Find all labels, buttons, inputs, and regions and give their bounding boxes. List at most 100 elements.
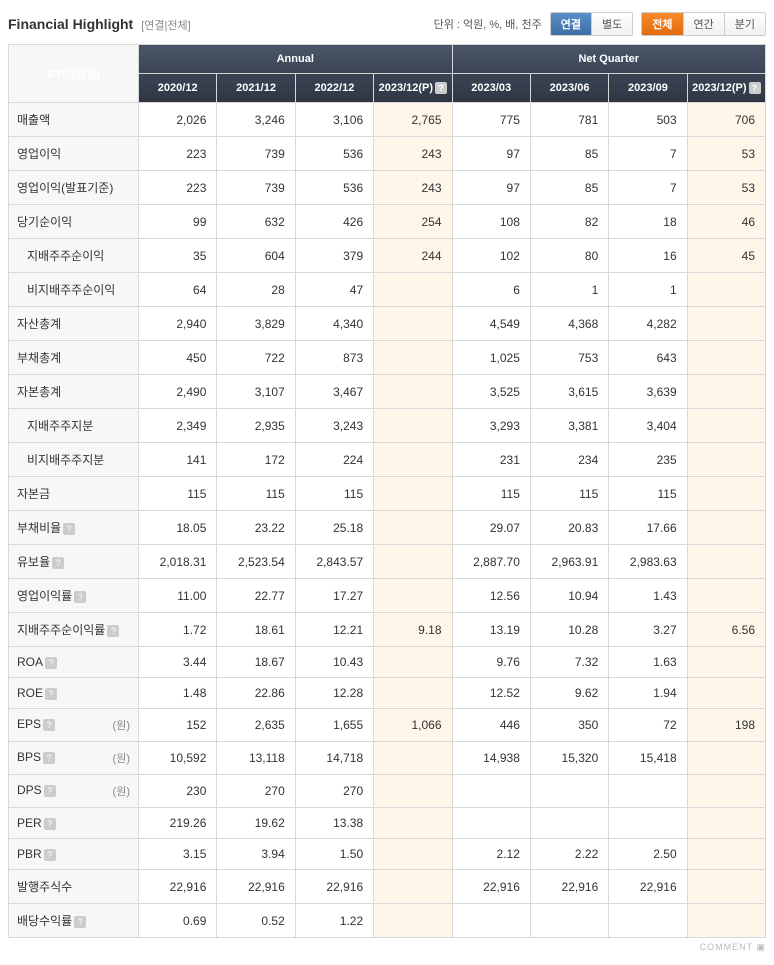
cell: 2,523.54 [217, 545, 295, 579]
unit-label: (원) [113, 750, 130, 766]
cell: 102 [452, 239, 530, 273]
help-icon[interactable]: ? [74, 916, 86, 928]
help-icon[interactable]: ? [52, 557, 64, 569]
cell: 15,418 [609, 742, 687, 775]
tab-group-period: 전체 연간 분기 [641, 12, 766, 36]
cell: 47 [295, 273, 373, 307]
tab-all[interactable]: 전체 [642, 13, 683, 35]
cell: 18.05 [139, 511, 217, 545]
cell [374, 839, 452, 870]
cell: 3,615 [530, 375, 608, 409]
row-label: 영업이익률? [9, 579, 139, 613]
cell [687, 808, 765, 839]
cell: 10.43 [295, 647, 373, 678]
cell: 3,243 [295, 409, 373, 443]
cell [687, 775, 765, 808]
cell: 13.19 [452, 613, 530, 647]
group-annual: Annual [139, 45, 453, 74]
cell: 141 [139, 443, 217, 477]
cell: 9.62 [530, 678, 608, 709]
cell [452, 775, 530, 808]
help-icon[interactable]: ? [63, 523, 75, 535]
cell: 1.50 [295, 839, 373, 870]
cell: 18.61 [217, 613, 295, 647]
cell: 82 [530, 205, 608, 239]
cell [687, 647, 765, 678]
help-icon[interactable]: ? [44, 785, 56, 797]
cell: 10,592 [139, 742, 217, 775]
cell: 1.48 [139, 678, 217, 709]
cell: 2,935 [217, 409, 295, 443]
table-row: 비지배주주지분141172224231234235 [9, 443, 766, 477]
tab-consolidated[interactable]: 연결 [551, 13, 592, 35]
cell [687, 678, 765, 709]
cell: 1.94 [609, 678, 687, 709]
help-icon[interactable]: ? [43, 719, 55, 731]
tab-annual[interactable]: 연간 [684, 13, 725, 35]
cell: 12.52 [452, 678, 530, 709]
unit-label: (원) [113, 783, 130, 799]
cell [374, 808, 452, 839]
cell [687, 273, 765, 307]
cell: 9.76 [452, 647, 530, 678]
row-label: EPS?(원) [9, 709, 139, 742]
table-row: 지배주주순이익률?1.7218.6112.219.1813.1910.283.2… [9, 613, 766, 647]
cell: 23.22 [217, 511, 295, 545]
row-label: ROE? [9, 678, 139, 709]
cell: 244 [374, 239, 452, 273]
row-label: 자본총계 [9, 375, 139, 409]
help-icon[interactable]: ? [44, 849, 56, 861]
help-icon[interactable]: ? [43, 752, 55, 764]
help-icon[interactable]: ? [107, 625, 119, 637]
period-header: 2023/12(P)? [374, 74, 452, 103]
table-row: 부채총계4507228731,025753643 [9, 341, 766, 375]
cell: 2,983.63 [609, 545, 687, 579]
cell: 3,639 [609, 375, 687, 409]
row-label: 부채비율? [9, 511, 139, 545]
tab-quarter[interactable]: 분기 [725, 13, 765, 35]
help-icon[interactable]: ? [74, 591, 86, 603]
cell: 446 [452, 709, 530, 742]
cell: 13.38 [295, 808, 373, 839]
financial-table: IFRS(연결) Annual Net Quarter 2020/122021/… [8, 44, 766, 938]
cell: 1.22 [295, 904, 373, 938]
cell [687, 839, 765, 870]
cell: 4,549 [452, 307, 530, 341]
group-quarter: Net Quarter [452, 45, 766, 74]
cell: 14,938 [452, 742, 530, 775]
cell: 1,025 [452, 341, 530, 375]
cell: 2,635 [217, 709, 295, 742]
row-label: 지배주주순이익률? [9, 613, 139, 647]
help-icon[interactable]: ? [435, 82, 447, 94]
page-title: Financial Highlight [8, 16, 133, 32]
cell: 604 [217, 239, 295, 273]
row-label: 영업이익(발표기준) [9, 171, 139, 205]
footer-comment: COMMENT ▣ [8, 938, 766, 957]
cell: 64 [139, 273, 217, 307]
cell: 85 [530, 137, 608, 171]
help-icon[interactable]: ? [749, 82, 761, 94]
cell [374, 579, 452, 613]
cell: 3,829 [217, 307, 295, 341]
cell: 706 [687, 103, 765, 137]
cell: 198 [687, 709, 765, 742]
help-icon[interactable]: ? [45, 657, 57, 669]
cell: 231 [452, 443, 530, 477]
cell: 3,381 [530, 409, 608, 443]
cell: 22.77 [217, 579, 295, 613]
row-label: PER? [9, 808, 139, 839]
cell: 172 [217, 443, 295, 477]
cell: 16 [609, 239, 687, 273]
cell: 2,026 [139, 103, 217, 137]
cell: 13,118 [217, 742, 295, 775]
cell: 379 [295, 239, 373, 273]
cell: 223 [139, 171, 217, 205]
tab-separate[interactable]: 별도 [592, 13, 632, 35]
cell: 1 [609, 273, 687, 307]
cell: 72 [609, 709, 687, 742]
help-icon[interactable]: ? [44, 818, 56, 830]
help-icon[interactable]: ? [45, 688, 57, 700]
cell: 3.94 [217, 839, 295, 870]
cell: 219.26 [139, 808, 217, 839]
cell [687, 545, 765, 579]
